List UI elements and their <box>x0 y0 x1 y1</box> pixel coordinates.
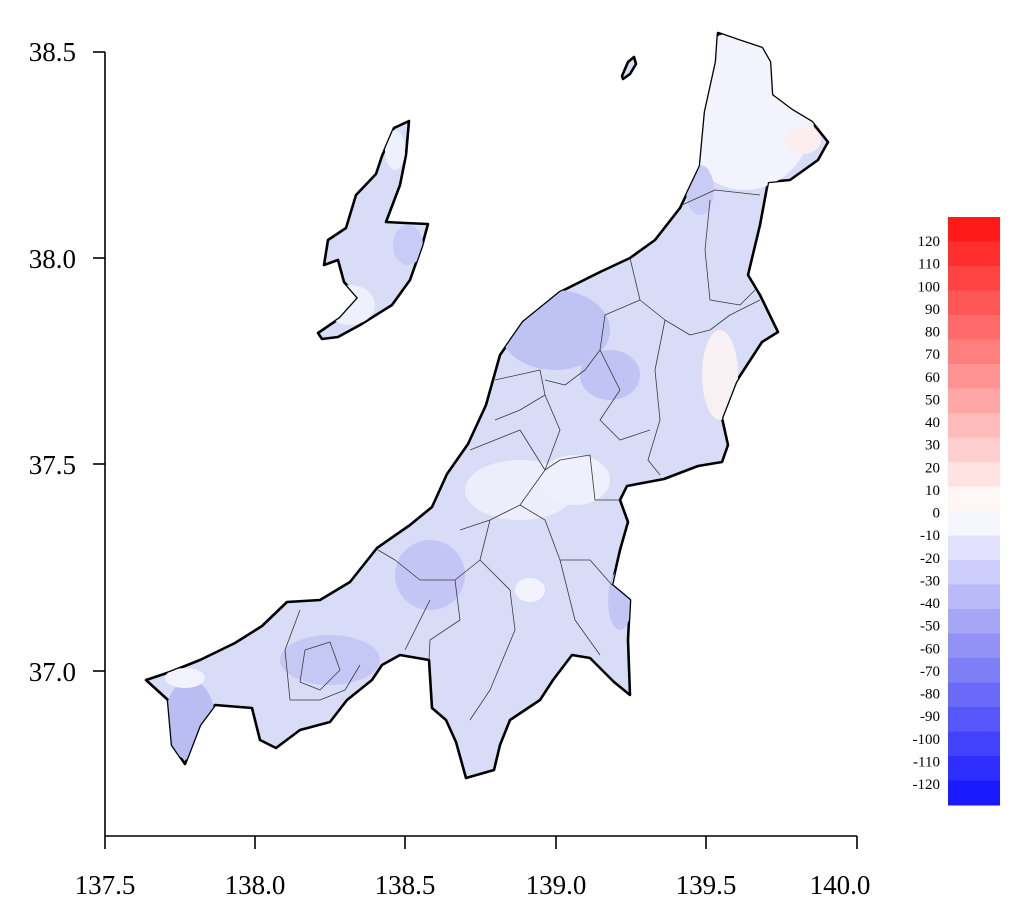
colorbar-swatch <box>948 266 1000 291</box>
x-tick-label: 139.0 <box>526 870 587 900</box>
colorbar-label: 30 <box>925 438 940 454</box>
colorbar-label: -120 <box>913 777 941 793</box>
colorbar-swatch <box>948 682 1000 708</box>
colorbar-swatch <box>948 364 1000 389</box>
sado-island <box>316 119 430 341</box>
colorbar-swatch <box>948 388 1000 414</box>
contour-patch <box>385 130 405 170</box>
colorbar-swatch <box>948 731 1000 757</box>
colorbar-swatch <box>948 511 1000 536</box>
colorbar-swatch <box>948 413 1000 438</box>
colorbar-swatch <box>948 584 1000 610</box>
colorbar-label: -110 <box>913 754 940 770</box>
colorbar-label: -50 <box>920 619 940 635</box>
colorbar-label: 120 <box>918 234 941 250</box>
colorbar-swatch <box>948 290 1000 316</box>
colorbar-swatch <box>948 462 1000 487</box>
colorbar-label: -60 <box>920 641 940 657</box>
colorbar-swatch <box>948 756 1000 781</box>
colorbar-swatch <box>948 339 1000 365</box>
x-tick-label: 138.0 <box>225 870 286 900</box>
colorbar-label: -40 <box>920 596 940 612</box>
x-tick-label: 138.5 <box>375 870 436 900</box>
contour-patch <box>580 350 640 400</box>
sado-outline <box>316 119 430 341</box>
boundary-line <box>377 519 491 581</box>
boundary-line <box>404 599 431 651</box>
boundary-line <box>284 609 361 701</box>
axes: 38.5 38.0 37.5 37.0 137.5 138.0 138.5 13… <box>29 37 871 900</box>
y-tick-label: 37.0 <box>29 657 76 687</box>
colorbar-swatch <box>948 315 1000 340</box>
contour-patch <box>165 668 205 688</box>
colorbar-label: 70 <box>925 347 940 363</box>
colorbar-label: 80 <box>925 325 940 341</box>
contour-patch <box>395 540 465 610</box>
y-tick-label: 38.0 <box>29 244 76 274</box>
colorbar-label: 100 <box>918 279 941 295</box>
boundary-line <box>560 559 613 586</box>
contour-patch <box>608 570 632 630</box>
contour-patch <box>280 635 380 685</box>
contour-patch <box>393 225 423 265</box>
colorbar-swatch <box>948 535 1000 561</box>
boundary-line <box>299 641 341 691</box>
colorbar-label: 90 <box>925 302 940 318</box>
colorbar-label: 60 <box>925 370 940 386</box>
colorbar-swatch <box>948 780 1000 806</box>
boundary-line <box>469 559 516 721</box>
contour-patch <box>785 126 821 154</box>
awashima-islet <box>620 55 638 81</box>
colorbar-swatch <box>948 560 1000 585</box>
colorbar-label: 10 <box>925 483 940 499</box>
colorbar-label: -80 <box>920 687 940 703</box>
boundary-line <box>544 394 620 501</box>
y-tick-label: 37.5 <box>29 450 76 480</box>
boundary-line <box>647 319 666 476</box>
colorbar-swatch <box>948 217 1000 242</box>
boundary-line <box>681 189 761 206</box>
colorbar-swatch <box>948 633 1000 659</box>
contour-patch <box>540 455 610 505</box>
boundary-line <box>459 429 546 531</box>
colorbar-swatch <box>948 241 1000 267</box>
colorbar-label: -10 <box>920 528 940 544</box>
colorbar-label: -70 <box>920 664 940 680</box>
colorbar-label: 0 <box>933 506 941 522</box>
colorbar-swatch <box>948 658 1000 683</box>
colorbar-label: 20 <box>925 460 940 476</box>
municipal-boundaries <box>284 189 761 721</box>
x-tick-label: 140.0 <box>810 870 871 900</box>
colorbar-swatch <box>948 707 1000 732</box>
colorbar: 1201101009080706050403020100-10-20-30-40… <box>913 217 1000 806</box>
colorbar-swatch <box>948 486 1000 512</box>
colorbar-swatch <box>948 437 1000 463</box>
colorbar-label: -100 <box>913 732 941 748</box>
boundary-line <box>704 199 756 306</box>
colorbar-label: -20 <box>920 551 940 567</box>
contour-patch <box>515 578 545 602</box>
colorbar-label: -30 <box>920 573 940 589</box>
colorbar-label: 50 <box>925 392 940 408</box>
contour-patch <box>702 330 738 420</box>
colorbar-label: 40 <box>925 415 940 431</box>
mainland-region <box>144 31 830 780</box>
boundary-line <box>639 299 761 336</box>
contour-patch <box>686 165 714 215</box>
y-tick-label: 38.5 <box>29 37 76 67</box>
colorbar-label: -90 <box>920 709 940 725</box>
colorbar-swatch <box>948 609 1000 634</box>
x-tick-label: 139.5 <box>676 870 737 900</box>
boundary-line <box>599 349 651 441</box>
x-tick-label: 137.5 <box>75 870 136 900</box>
colorbar-label: 110 <box>918 257 940 273</box>
boundary-line <box>428 579 461 661</box>
